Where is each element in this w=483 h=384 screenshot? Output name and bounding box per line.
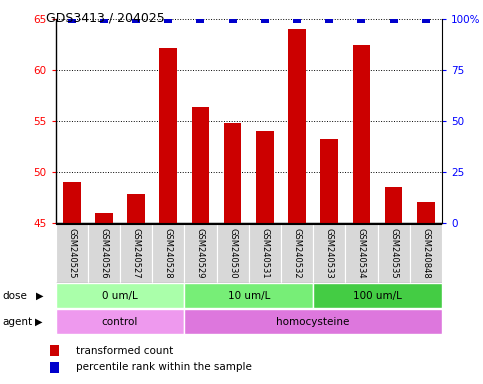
Text: GSM240848: GSM240848 (421, 228, 430, 279)
Text: GSM240535: GSM240535 (389, 228, 398, 279)
Bar (417, 202, 435, 223)
Bar (56, 283, 185, 308)
Bar (353, 45, 370, 223)
Bar (256, 131, 274, 223)
Bar (185, 283, 313, 308)
Bar (313, 224, 345, 283)
Bar (88, 224, 120, 283)
Point (422, 16, 430, 22)
Text: control: control (102, 316, 138, 327)
Text: GSM240526: GSM240526 (99, 228, 108, 279)
Text: ▶: ▶ (36, 291, 44, 301)
Text: agent: agent (2, 316, 32, 327)
Bar (95, 213, 113, 223)
Text: GSM240525: GSM240525 (67, 228, 76, 278)
Point (229, 16, 237, 22)
Bar (410, 224, 442, 283)
Bar (159, 48, 177, 223)
Text: GSM240534: GSM240534 (357, 228, 366, 279)
Text: transformed count: transformed count (75, 346, 173, 356)
Text: GDS3413 / 204025: GDS3413 / 204025 (46, 12, 165, 25)
Point (390, 16, 398, 22)
Bar (185, 224, 216, 283)
Bar (216, 224, 249, 283)
Bar (320, 139, 338, 223)
Bar (56, 224, 88, 283)
Bar (192, 107, 209, 223)
Text: ▶: ▶ (35, 316, 43, 327)
Text: 0 um/L: 0 um/L (102, 291, 138, 301)
Bar (50, 345, 59, 356)
Bar (249, 224, 281, 283)
Point (357, 16, 365, 22)
Text: GSM240529: GSM240529 (196, 228, 205, 278)
Bar (378, 224, 410, 283)
Point (261, 16, 269, 22)
Bar (313, 283, 442, 308)
Bar (185, 309, 442, 334)
Text: homocysteine: homocysteine (276, 316, 350, 327)
Text: GSM240528: GSM240528 (164, 228, 173, 279)
Text: GSM240531: GSM240531 (260, 228, 270, 279)
Bar (63, 182, 81, 223)
Point (164, 16, 172, 22)
Text: percentile rank within the sample: percentile rank within the sample (75, 362, 252, 372)
Point (68, 16, 75, 22)
Point (293, 16, 301, 22)
Point (326, 16, 333, 22)
Text: 100 um/L: 100 um/L (353, 291, 402, 301)
Bar (281, 224, 313, 283)
Text: GSM240527: GSM240527 (131, 228, 141, 279)
Bar (56, 309, 185, 334)
Text: GSM240532: GSM240532 (293, 228, 301, 279)
Bar (385, 187, 402, 223)
Text: GSM240533: GSM240533 (325, 228, 334, 279)
Text: GSM240530: GSM240530 (228, 228, 237, 279)
Text: dose: dose (2, 291, 28, 301)
Bar (345, 224, 378, 283)
Bar (224, 123, 242, 223)
Bar (288, 30, 306, 223)
Point (132, 16, 140, 22)
Text: 10 um/L: 10 um/L (227, 291, 270, 301)
Bar (120, 224, 152, 283)
Bar (50, 362, 59, 373)
Point (100, 16, 108, 22)
Bar (127, 194, 145, 223)
Bar (152, 224, 185, 283)
Point (197, 16, 204, 22)
